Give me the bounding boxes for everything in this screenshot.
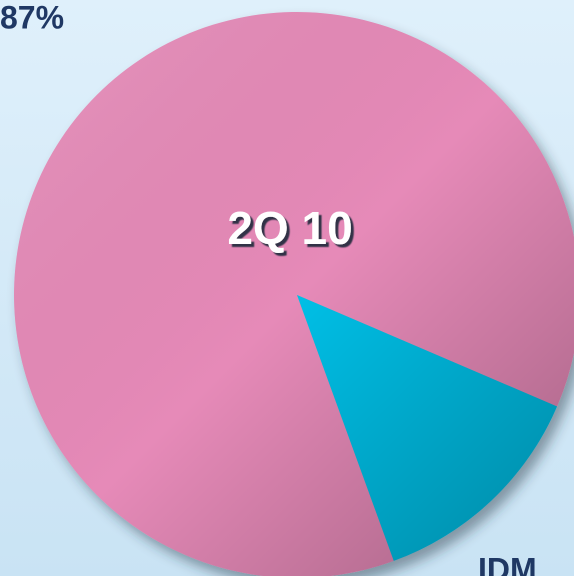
pie <box>13 12 574 576</box>
category-label: IDM <box>478 551 537 576</box>
chart-title: 2Q 10 <box>227 202 352 254</box>
value-label: 87% <box>0 0 64 35</box>
